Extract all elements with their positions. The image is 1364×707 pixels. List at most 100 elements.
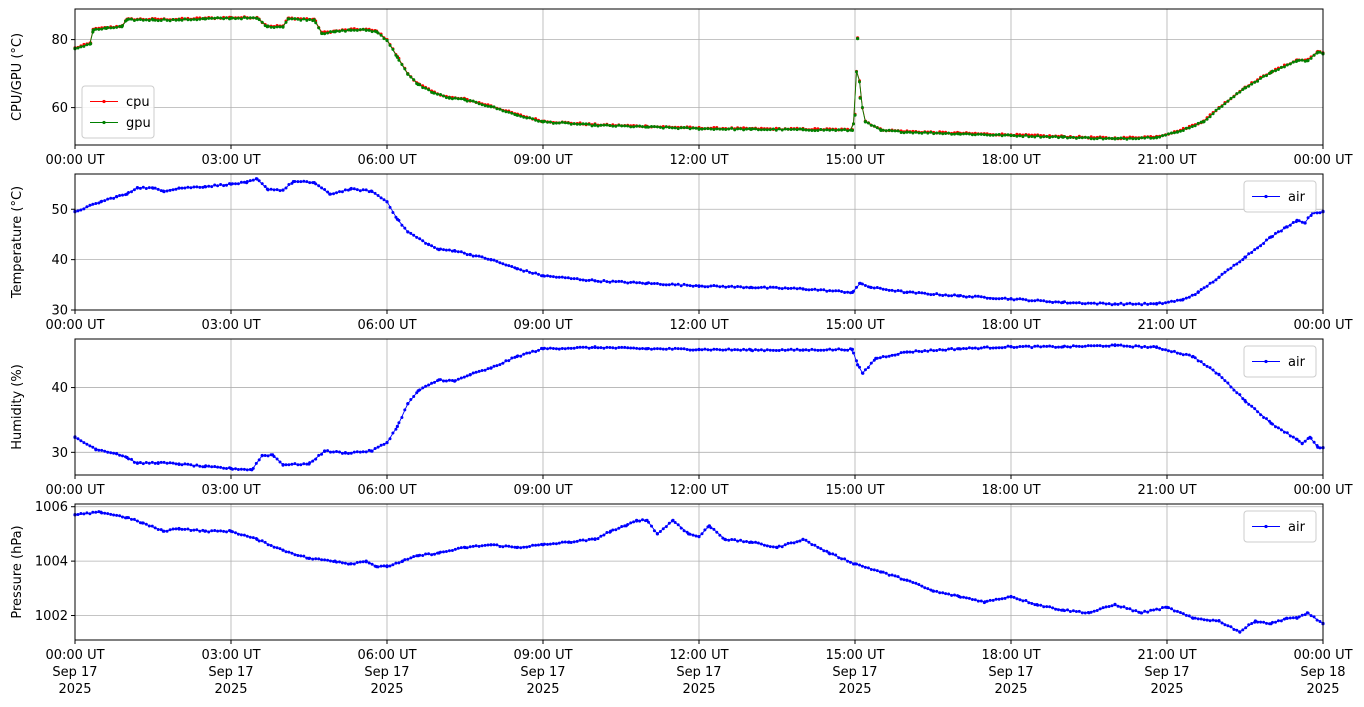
data-point [352,187,356,191]
data-point [88,512,92,516]
data-point [501,361,505,365]
data-point [884,355,888,359]
data-point [967,295,971,298]
data-point [132,188,136,192]
data-point [759,285,763,289]
data-point [718,348,722,352]
data-point [373,191,377,195]
data-point [1083,611,1087,615]
data-point [364,188,368,192]
data-point [525,351,529,355]
data-point [352,450,356,454]
data-point [1104,137,1108,140]
data-point [340,190,344,194]
data-point [1054,345,1058,349]
data-point [849,560,852,564]
data-point [641,281,644,285]
data-point [1202,363,1206,366]
data-point [676,523,680,527]
data-point [349,28,353,32]
data-point [840,128,844,132]
data-point [967,132,971,136]
x-tick-label: 2025 [58,682,91,697]
x-tick-label: 2025 [214,682,247,697]
data-point [1083,302,1087,306]
data-point [1308,435,1312,439]
data-point [1201,120,1205,124]
data-point [563,540,567,544]
data-point [528,270,532,274]
x-tick-label: 09:00 UT [513,483,572,498]
data-point [902,131,906,135]
data-point [174,462,178,466]
data-point [1131,302,1135,306]
data-point [664,283,668,287]
data-point [234,531,237,535]
data-point [307,556,311,561]
data-point [1134,137,1138,141]
data-point [890,573,894,577]
data-point [632,520,636,524]
data-point [1259,244,1263,248]
data-point [819,288,823,292]
data-point [165,18,169,22]
data-point [168,188,172,192]
data-point [430,244,434,248]
data-point [816,545,820,549]
data-point [578,278,582,282]
data-point [624,524,628,528]
data-point [275,546,279,550]
data-point [988,133,992,137]
data-point [403,408,407,412]
data-point [229,466,233,471]
data-point [1262,416,1266,419]
x-tick-label: 2025 [1150,682,1183,697]
data-point [1048,136,1052,139]
y-axis-label: Humidity (%) [10,364,25,450]
data-point [94,447,98,451]
data-point [1161,348,1164,351]
legend-label-gpu: gpu [126,116,151,131]
data-point [492,364,496,368]
data-point [1155,607,1159,611]
data-point [768,545,772,549]
data-point [1107,136,1111,140]
data-point [917,291,921,294]
data-point [1250,622,1254,625]
data-point [219,465,223,469]
data-point [1107,605,1111,608]
data-point [159,528,163,532]
y-tick-label: 30 [51,304,68,319]
data-point [1101,606,1105,610]
data-point [1288,616,1292,620]
data-point [180,18,184,22]
data-point [474,100,478,104]
data-point [177,18,181,22]
data-point [697,127,701,131]
data-point [623,280,627,284]
data-point [1098,344,1102,348]
data-point [501,109,505,113]
data-point [165,529,169,533]
data-point [881,355,885,358]
data-point [183,462,187,466]
data-point [587,122,591,126]
data-point [1074,344,1078,348]
data-point [602,279,606,282]
data-point [884,129,888,133]
data-point [872,124,876,128]
data-point [156,461,160,465]
data-point [504,544,508,548]
data-point [1309,614,1313,618]
data-point [1305,611,1309,615]
data-point [1295,59,1299,63]
data-point [147,524,151,528]
data-point [745,540,748,543]
data-point [1149,608,1153,612]
data-point [920,350,924,354]
data-point [1113,302,1117,306]
data-point [388,43,392,47]
data-point [332,450,335,454]
data-point [1116,343,1120,347]
